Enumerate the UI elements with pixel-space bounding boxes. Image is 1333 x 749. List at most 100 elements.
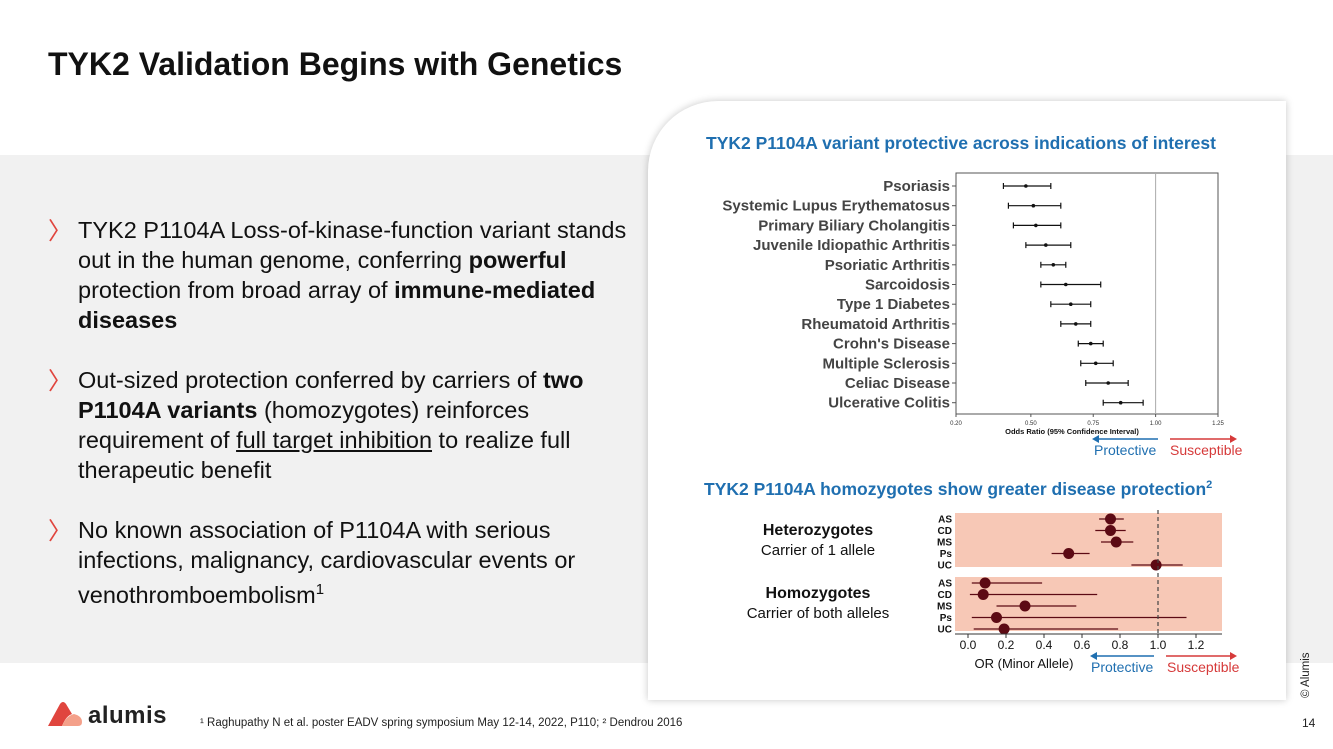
protective-arrowhead (1092, 435, 1099, 443)
estimate-point (979, 577, 991, 589)
estimate-point (1110, 536, 1122, 548)
estimate-point (1019, 600, 1031, 612)
group-band (955, 577, 1222, 631)
x-axis-label: OR (Minor Allele) (975, 656, 1074, 671)
category-label: AS (938, 515, 952, 526)
group-homozygotes-label: Homozygotes Carrier of both alleles (746, 585, 890, 622)
estimate-point (1044, 243, 1048, 247)
category-label: Type 1 Diabetes (837, 296, 950, 313)
plot-area (955, 172, 1219, 415)
legend-susceptible: Susceptible (1170, 442, 1243, 458)
estimate-point (1073, 322, 1078, 326)
page-number: 14 (1302, 716, 1316, 730)
bullet-list: 〉 TYK2 P1104A Loss-of-kinase-function var… (48, 215, 633, 640)
x-tick-label: 0.75 (1087, 421, 1099, 427)
copyright: © Alumis (1300, 652, 1312, 698)
category-label: UC (938, 561, 952, 572)
x-tick-label: 0.8 (1112, 638, 1129, 652)
estimate-point (1031, 203, 1036, 208)
estimate-point (1150, 559, 1162, 571)
chevron-right-icon: 〉 (48, 367, 72, 395)
footnote: ¹ Raghupathy N et al. poster EADV spring… (200, 717, 683, 729)
category-label: Celiac Disease (845, 375, 950, 392)
chart2-title: TYK2 P1104A homozygotes show greater dis… (704, 479, 1213, 499)
legend2-susceptible: Susceptible (1167, 659, 1240, 675)
category-label: Crohn's Disease (833, 336, 950, 353)
x-tick-label: 0.4 (1036, 638, 1053, 652)
category-label: Ps (940, 549, 953, 560)
bullet-segment: No known association of P1104A with seri… (78, 517, 576, 608)
category-label: Psoriatic Arthritis (825, 257, 950, 274)
category-label: MS (937, 538, 952, 549)
chevron-right-icon: 〉 (48, 217, 72, 245)
estimate-point (1088, 341, 1093, 346)
x-tick-label: 0.50 (1025, 421, 1037, 427)
page-title: TYK2 Validation Begins with Genetics (48, 46, 623, 82)
category-label: Ps (940, 613, 953, 624)
estimate-point (1118, 400, 1123, 405)
estimate-point (1105, 525, 1116, 536)
category-label: MS (937, 602, 952, 613)
x-tick-label: 1.25 (1212, 421, 1224, 427)
chart1-title: TYK2 P1104A variant protective across in… (706, 133, 1216, 153)
bullet-item: 〉 No known association of P1104A with ser… (48, 515, 633, 610)
x-tick-label: 0.2 (998, 638, 1015, 652)
x-tick-label: 1.00 (1150, 421, 1162, 427)
group-band (955, 513, 1222, 567)
estimate-point (1063, 282, 1068, 287)
estimate-point (1024, 184, 1028, 188)
estimate-point (1105, 513, 1116, 525)
bullet-segment: protection from broad array of (78, 277, 395, 303)
bullet-segment: to realize full therapeutic benefit (78, 427, 571, 483)
estimate-point (1106, 381, 1111, 385)
bullet-item: 〉 TYK2 P1104A Loss-of-kinase-function var… (48, 215, 633, 335)
bullet-segment: TYK2 P1104A Loss-of-kinase-function vari… (78, 217, 627, 273)
estimate-point (1093, 361, 1098, 366)
bullet-segment: two P1104A variants (78, 367, 584, 423)
bullet-segment: powerful (468, 247, 567, 273)
bullet-segment: immune-mediated diseases (78, 277, 596, 333)
bullet-text: Out-sized protection conferred by carrie… (78, 367, 583, 483)
x-tick-label: 0.20 (950, 421, 962, 427)
bullet-segment: full target inhibition (236, 427, 433, 453)
bullet-segment: 1 (315, 581, 325, 598)
bullet-text: No known association of P1104A with seri… (78, 517, 575, 608)
category-label: Juvenile Idiopathic Arthritis (753, 237, 950, 254)
x-tick-label: 0.6 (1074, 638, 1091, 652)
category-label: Multiple Sclerosis (822, 355, 950, 372)
category-label: Psoriasis (883, 178, 950, 195)
bullet-segment: (homozygotes) reinforces requirement of (78, 397, 530, 453)
estimate-point (1063, 548, 1075, 559)
x-tick-label: 1.2 (1188, 638, 1205, 652)
x-tick-label: 0.0 (960, 638, 977, 652)
category-label: UC (938, 625, 952, 636)
x-tick-label: 1.0 (1150, 638, 1167, 652)
estimate-point (977, 589, 989, 600)
protective-arrowhead (1090, 652, 1097, 660)
estimate-point (998, 623, 1010, 635)
legend2-protective: Protective (1091, 659, 1154, 675)
category-label: Ulcerative Colitis (828, 395, 950, 412)
estimate-point (1034, 223, 1038, 228)
logo-text: alumis (88, 702, 168, 729)
legend-protective: Protective (1094, 442, 1157, 458)
bullet-text: TYK2 P1104A Loss-of-kinase-function vari… (78, 217, 626, 333)
category-label: Rheumatoid Arthritis (801, 316, 950, 333)
category-label: Sarcoidosis (865, 277, 950, 294)
susceptible-arrowhead (1230, 652, 1237, 660)
category-label: Primary Biliary Cholangitis (758, 217, 950, 234)
susceptible-arrowhead (1230, 435, 1237, 443)
x-axis-label: Odds Ratio (95% Confidence Interval) (1005, 427, 1139, 436)
bullet-segment: Out-sized protection conferred by carrie… (78, 367, 543, 393)
estimate-point (1051, 263, 1056, 267)
estimate-point (991, 612, 1002, 623)
chevron-right-icon: 〉 (48, 517, 72, 545)
group-heterozygotes-label: Heterozygotes Carrier of 1 allele (760, 522, 876, 559)
alumis-logo-icon (48, 702, 82, 726)
category-label: CD (938, 590, 952, 601)
bullet-item: 〉 Out-sized protection conferred by carri… (48, 365, 633, 485)
category-label: Systemic Lupus Erythematosus (722, 198, 950, 215)
estimate-point (1068, 302, 1073, 307)
